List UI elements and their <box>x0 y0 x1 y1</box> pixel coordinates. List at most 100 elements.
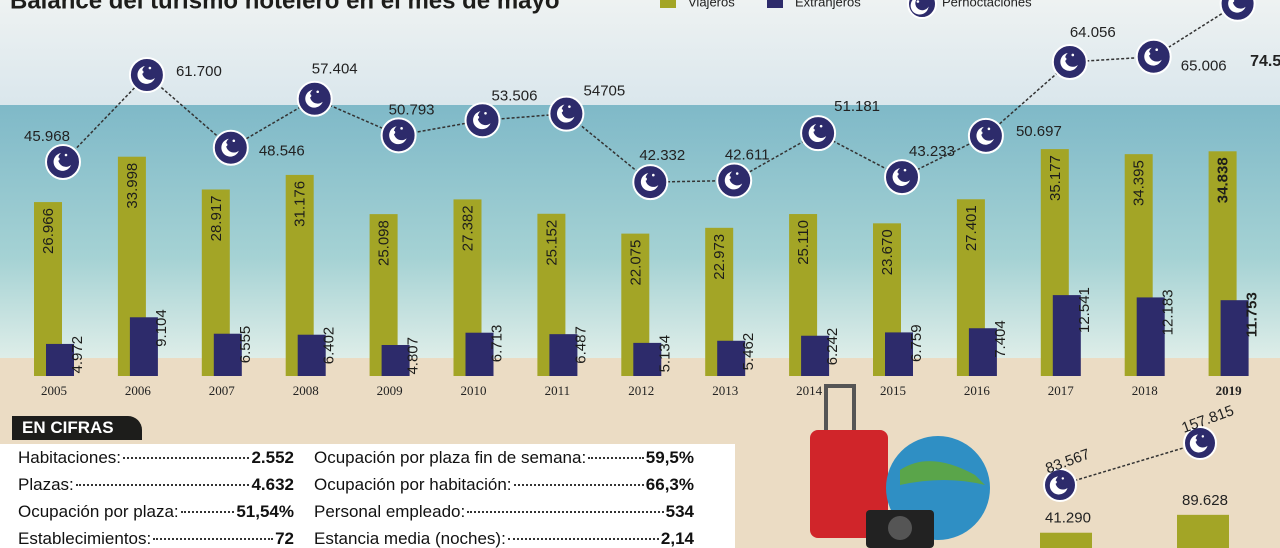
star-icon <box>64 153 68 157</box>
line-value-label: 50.697 <box>1016 123 1062 140</box>
moon-icon <box>1228 0 1246 13</box>
legend-label: Pernoctaciones <box>942 0 1032 9</box>
star-icon <box>819 124 823 128</box>
bar-value-label: 12.541 <box>1076 287 1093 333</box>
star-icon <box>484 112 487 115</box>
moon-icon <box>1189 434 1208 453</box>
x-tick-label: 2009 <box>377 383 403 398</box>
moon-marker-group <box>632 164 669 201</box>
moon-marker <box>128 56 165 93</box>
moon-icon <box>1049 476 1068 495</box>
moon-marker-group <box>800 115 837 152</box>
star-icon <box>1231 0 1235 3</box>
line-value-label: 51.181 <box>834 98 880 115</box>
bar <box>1136 297 1165 376</box>
line-value-label: 53.506 <box>492 87 538 104</box>
figure-row: Ocupación por plaza fin de semana: 59,5% <box>314 448 694 475</box>
x-tick-label: 2010 <box>461 383 487 398</box>
moon-marker <box>884 159 920 196</box>
figure-value: 2.552 <box>251 448 294 467</box>
star-icon <box>400 127 403 130</box>
bar-value-label: 11.753 <box>1244 292 1261 337</box>
bar <box>633 342 662 376</box>
bar-value-label: 9.104 <box>153 309 170 347</box>
star-icon <box>1155 48 1158 52</box>
dot-leader <box>180 511 235 513</box>
star-icon <box>643 177 647 181</box>
line <box>1059 442 1201 486</box>
figure-value: 534 <box>665 502 694 521</box>
bar-value-label: 5.134 <box>656 335 673 373</box>
star-icon <box>56 157 60 161</box>
bar-value-label: 89.628 <box>1182 492 1228 509</box>
dot-leader <box>588 457 644 459</box>
dot-leader <box>507 538 659 540</box>
figure-value: 2,14 <box>660 529 694 548</box>
legend-label: Viajeros <box>688 0 735 9</box>
moon-marker <box>632 164 669 201</box>
line-value-label: 43.233 <box>909 143 955 160</box>
line-value-label: 42.611 <box>725 147 770 164</box>
moon-marker <box>380 117 417 154</box>
moon-marker <box>1135 38 1172 75</box>
x-tick-label: 2018 <box>1132 383 1158 398</box>
moon-marker-group <box>1183 425 1217 460</box>
bar-value-label: 34.838 <box>1215 157 1232 203</box>
star-icon <box>811 128 815 132</box>
chart-title: Balance del turismo hotelero en el mes d… <box>10 0 560 14</box>
line-value-label: 65.006 <box>1181 58 1227 75</box>
moon-marker-group <box>1135 38 1172 75</box>
figure-value: 72 <box>275 529 294 548</box>
moon-marker <box>800 115 837 152</box>
x-tick-label: 2015 <box>880 383 906 398</box>
figures-right: Ocupación por plaza fin de semana: 59,5% O… <box>314 448 694 548</box>
moon-marker-group <box>464 102 501 139</box>
x-tick-label: 2017 <box>1048 383 1075 398</box>
bar <box>213 333 242 376</box>
star-icon <box>308 94 312 98</box>
star-icon <box>475 115 480 119</box>
figure-value: 4.632 <box>251 475 294 494</box>
figures-left: Habitaciones: 2.552 Plazas: 4.632 Ocupación … <box>18 448 294 548</box>
star-icon <box>727 175 731 180</box>
bar-value-label: 25.152 <box>543 220 560 266</box>
figure-row: Establecimientos: 72 <box>18 529 294 548</box>
x-tick-label: 2011 <box>545 383 571 398</box>
bar <box>129 317 158 376</box>
legend-swatch <box>660 0 676 8</box>
dot-leader <box>123 457 250 459</box>
star-icon <box>148 66 152 70</box>
star-icon <box>559 109 564 113</box>
bar-value-label: 35.177 <box>1047 155 1064 201</box>
bar-value-label: 31.176 <box>292 181 309 227</box>
moon-marker-group <box>380 117 417 154</box>
star-icon <box>652 173 655 177</box>
bar-value-label: 6.242 <box>824 328 841 366</box>
x-tick-label: 2008 <box>293 383 319 398</box>
moon-marker-group <box>716 162 753 199</box>
moon-marker <box>464 102 501 139</box>
moon-marker <box>45 143 81 180</box>
bar <box>46 343 74 376</box>
moon-marker <box>967 117 1004 154</box>
bar-value-label: 25.110 <box>795 220 812 265</box>
star-icon <box>1201 435 1205 438</box>
line-value-label: 50.793 <box>389 101 435 118</box>
star-icon <box>903 168 907 172</box>
moon-marker <box>716 162 753 199</box>
moon-marker <box>296 80 333 117</box>
star-icon <box>1063 57 1067 61</box>
x-tick-label: 2012 <box>628 383 654 398</box>
bar <box>465 332 494 376</box>
line-value-label: 61.700 <box>176 63 222 80</box>
moon-marker-group <box>1043 468 1077 503</box>
sky <box>0 0 1280 110</box>
bar-value-label: 4.972 <box>69 336 86 374</box>
line-value-label: 64.056 <box>1070 24 1116 41</box>
legend-swatch <box>767 0 783 8</box>
bar-value-label: 6.555 <box>237 326 254 364</box>
line-value-label: 48.546 <box>259 143 305 160</box>
star-icon <box>1071 53 1075 57</box>
moon-marker <box>1043 468 1077 503</box>
